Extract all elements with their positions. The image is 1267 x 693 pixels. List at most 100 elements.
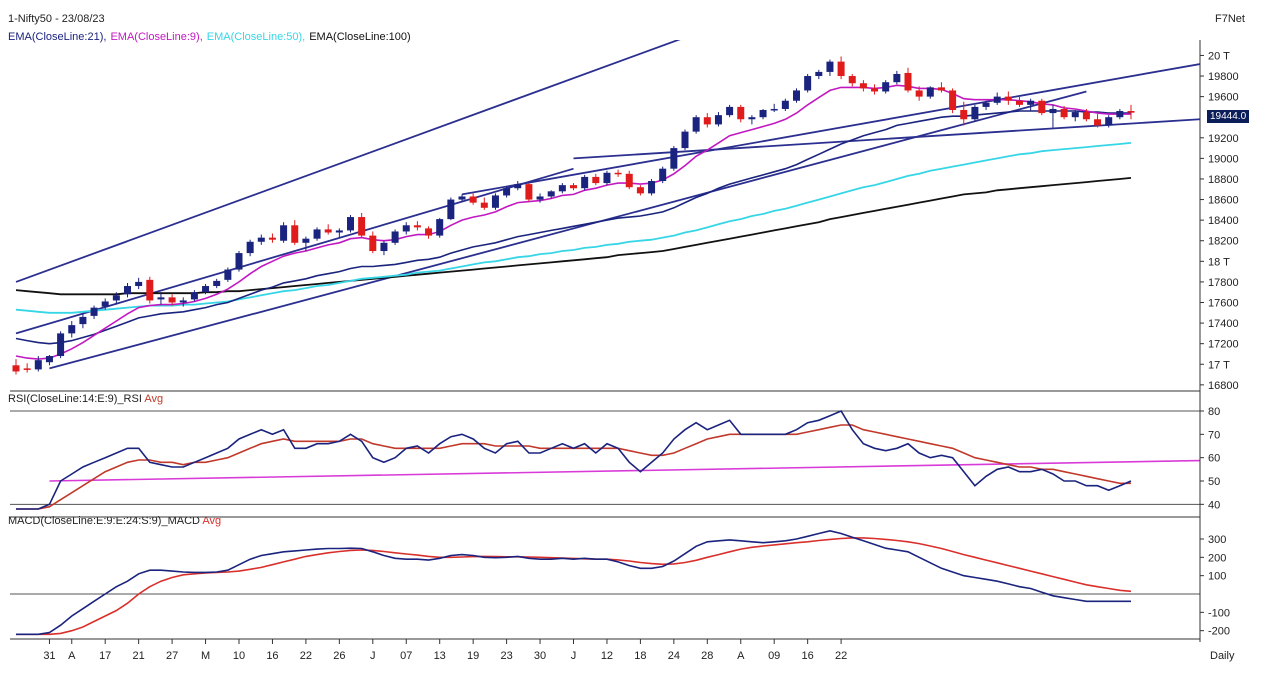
chart-frame: 31 A 17 21 27 M 10 16 22 26 J 07 13 19 23 30 J 12 18 24 28 A 0… [10, 40, 1235, 662]
macd-axis-tick-label: 100 [1208, 571, 1226, 583]
macd-avg-line [16, 537, 1132, 636]
candle-body [1127, 111, 1135, 113]
candle-body [101, 301, 109, 307]
x-axis-tick-label: 21 [133, 650, 145, 662]
candle-body [1038, 100, 1046, 114]
candle-body [447, 199, 455, 220]
rsi-axis-tick-label: 70 [1208, 429, 1220, 441]
candle-body [703, 117, 711, 125]
candle-body [781, 100, 789, 109]
rsi-panel: RSI(CloseLine:14:E:9)_RSI Avg 80 70 60 50 40 [8, 393, 1220, 511]
macd-axis-tick-label: -100 [1208, 607, 1230, 619]
candle-body [915, 90, 923, 97]
x-axis-tick-label: 19 [467, 650, 479, 662]
last-price-badge: 19444.0 [1207, 110, 1250, 123]
candle-body [737, 106, 745, 120]
candle-body [770, 108, 778, 111]
candle-body [692, 117, 700, 132]
candle-body [1071, 112, 1079, 118]
candle-body [413, 225, 421, 228]
candle-body [112, 295, 120, 301]
trend-line [49, 90, 1087, 370]
ema-legend-item: EMA(CloseLine:100) [309, 31, 411, 43]
candle-body [882, 82, 890, 92]
x-axis-tick-label: 24 [668, 650, 680, 662]
price-axis-tick-label: 17800 [1208, 277, 1239, 289]
candle-body [904, 72, 912, 91]
candle-body [358, 217, 366, 236]
price-axis-tick-label: 18800 [1208, 174, 1239, 186]
candle-body [469, 196, 477, 203]
candle-body [491, 195, 499, 208]
candle-body [1049, 108, 1057, 114]
candle-body [68, 325, 76, 334]
price-axis-tick-label: 18600 [1208, 195, 1239, 207]
candle-body [681, 131, 689, 149]
rsi-plot-area [10, 409, 1200, 510]
candle-body [826, 61, 834, 72]
candle-body [313, 229, 321, 239]
price-panel: 20 T 19800 19600 19200 19000 18800 18600 18400 1… [12, 40, 1239, 392]
candle-body [436, 219, 444, 236]
rsi-label-main: RSI(CloseLine:14:E:9)_RSI [8, 393, 144, 405]
candle-body [425, 228, 433, 236]
trend-line [15, 167, 574, 335]
candle-body [525, 184, 533, 200]
candle-body [648, 181, 656, 194]
x-axis-interval-label: Daily [1210, 650, 1235, 662]
x-axis-tick-label: J [370, 650, 376, 662]
x-axis-tick-label: 22 [300, 650, 312, 662]
ema-legend-item: EMA(CloseLine:9), [110, 31, 203, 43]
price-axis-tick-label: 19800 [1208, 71, 1239, 83]
macd-axis-tick-label: -200 [1208, 626, 1230, 638]
x-axis-tick-label: A [737, 650, 745, 662]
price-axis-tick-label: 19000 [1208, 153, 1239, 165]
price-axis-tick-label: 20 T [1208, 50, 1230, 62]
candle-body [458, 196, 466, 200]
candle-body [291, 225, 299, 243]
x-axis-tick-label: J [571, 650, 577, 662]
x-axis-tick-label: 18 [634, 650, 646, 662]
candle-body [971, 106, 979, 120]
rsi-axis-tick-label: 80 [1208, 406, 1220, 418]
candle-body [224, 269, 232, 280]
candle-body [514, 184, 522, 189]
candle-body [625, 173, 633, 188]
candle-body [748, 117, 756, 120]
candle-body [280, 225, 288, 241]
candle-body [614, 172, 622, 175]
candle-body [257, 237, 265, 242]
price-axis-tick-label: 17200 [1208, 339, 1239, 351]
candle-body [335, 230, 343, 233]
price-axis-tick-label: 17 T [1208, 359, 1230, 371]
candle-body [157, 297, 165, 300]
trend-line [573, 118, 1200, 160]
ema-legend-item: EMA(CloseLine:21), [8, 31, 107, 43]
candle-body [480, 202, 488, 208]
ema9-line [15, 84, 1131, 360]
price-axis-tick-label: 17600 [1208, 298, 1239, 310]
x-axis-tick-label: 22 [835, 650, 847, 662]
trend-line [461, 63, 1200, 196]
candle-body [949, 90, 957, 110]
candle-body [302, 238, 310, 243]
candle-body [581, 176, 589, 189]
candle-body [871, 88, 879, 92]
rsi-trend-line [49, 459, 1200, 482]
candle-body [79, 316, 87, 325]
price-axis-tick-label: 19200 [1208, 133, 1239, 145]
candle-body [369, 235, 377, 252]
candle-body [380, 242, 388, 252]
x-axis-tick-label: 17 [99, 650, 111, 662]
x-axis-tick-label: 31 [43, 650, 55, 662]
x-axis-tick-label: 28 [701, 650, 713, 662]
macd-axis-tick-label: 200 [1208, 552, 1226, 564]
x-axis-tick-label: 07 [400, 650, 412, 662]
rsi-axis-tick-label: 60 [1208, 453, 1220, 465]
macd-panel: MACD(CloseLine:E:9:E:24:S:9)_MACD Avg 300… [8, 515, 1230, 638]
x-axis-tick-label: 26 [333, 650, 345, 662]
candle-body [1116, 111, 1124, 118]
chart-title: 1-Nifty50 - 23/08/23 [8, 13, 105, 25]
x-axis-tick-label: M [201, 650, 210, 662]
